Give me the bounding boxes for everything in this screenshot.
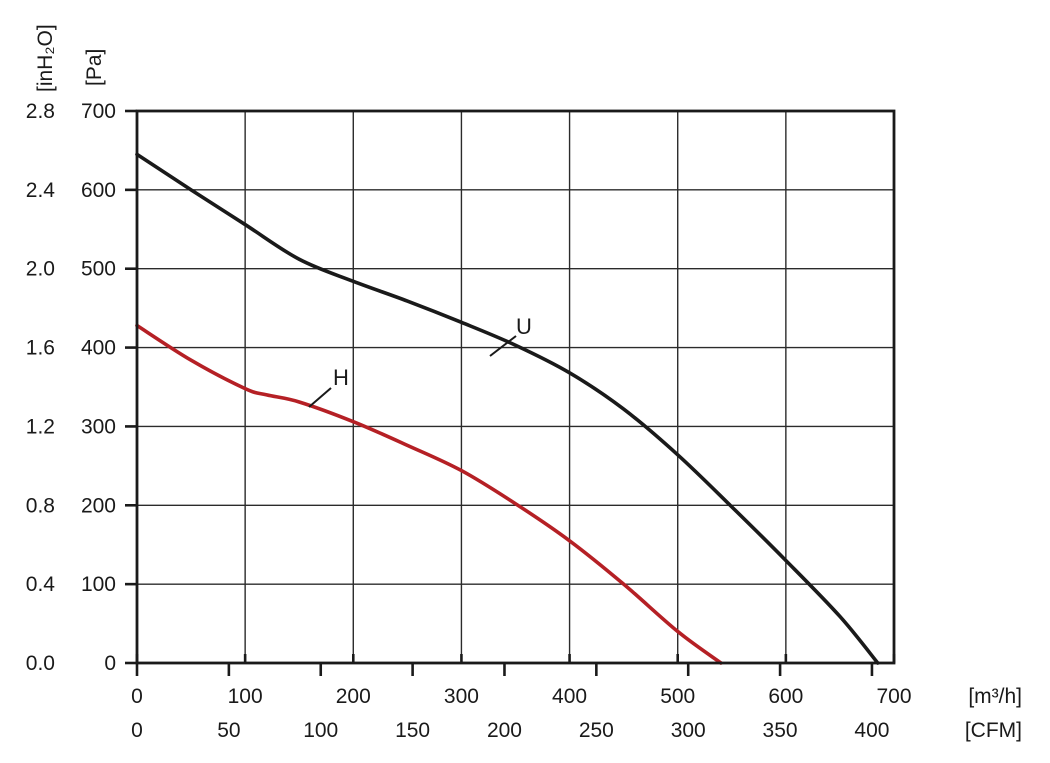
axis-units: [m³/h] [CFM] [Pa] [inH₂O] [34,24,1022,742]
leader-line-U [489,335,517,357]
curve-U [135,152,880,665]
x-tick-label-cfm: 250 [579,719,614,742]
x-tick-label-m3h: 300 [444,685,479,708]
x-tick-label-cfm: 100 [303,719,338,742]
y-tick-label-inh2o: 1.2 [26,415,55,438]
y-tick-label-pa: 200 [81,494,116,517]
y-tick-label-inh2o: 1.6 [26,337,55,360]
series-label-H: H [333,365,349,390]
x-tick-label-cfm: 350 [763,719,798,742]
x-unit-m3h: [m³/h] [968,685,1022,708]
x-tick-label-m3h: 600 [768,685,803,708]
x-tick-label-m3h: 400 [552,685,587,708]
leader-line-H [308,387,332,408]
y-tick-label-inh2o: 2.0 [26,258,55,281]
x-tick-label-cfm: 400 [854,719,889,742]
x-tick-label-cfm: 50 [217,719,240,742]
y-tick-label-inh2o: 0.8 [26,494,55,517]
tick-labels: 01002003004005006007000.00.40.81.21.62.0… [26,100,912,742]
x-tick-label-cfm: 150 [395,719,430,742]
y-tick-label-inh2o: 2.8 [26,100,55,123]
y-tick-label-inh2o: 0.4 [26,573,56,596]
series-label-U: U [516,314,532,339]
y-tick-label-inh2o: 0.0 [26,652,55,675]
x-tick-label-m3h: 200 [336,685,371,708]
x-tick-label-m3h: 500 [660,685,695,708]
x-tick-label-m3h: 100 [228,685,263,708]
y-unit-inh2o: [inH₂O] [34,24,57,92]
y-tick-label-pa: 300 [81,415,116,438]
y-tick-label-pa: 0 [104,652,116,675]
grid-lines [137,111,894,663]
performance-curves [135,152,880,665]
plot-frame [135,109,896,665]
x-unit-cfm: [CFM] [965,719,1022,742]
curve-H [135,323,723,665]
series-labels: UH [308,314,532,408]
y-tick-label-inh2o: 2.4 [26,179,56,202]
x-tick-label-cfm: 200 [487,719,522,742]
x-tick-label-cfm: 0 [131,719,143,742]
x-tick-label-m3h: 700 [876,685,911,708]
y-unit-pa: [Pa] [83,49,106,86]
y-tick-label-pa: 400 [81,337,116,360]
y-tick-label-pa: 100 [81,573,116,596]
x-tick-label-cfm: 300 [671,719,706,742]
y-tick-label-pa: 500 [81,258,116,281]
y-tick-label-pa: 600 [81,179,116,202]
axis-ticks [125,109,896,676]
y-tick-label-pa: 700 [81,100,116,123]
x-tick-label-m3h: 0 [131,685,143,708]
